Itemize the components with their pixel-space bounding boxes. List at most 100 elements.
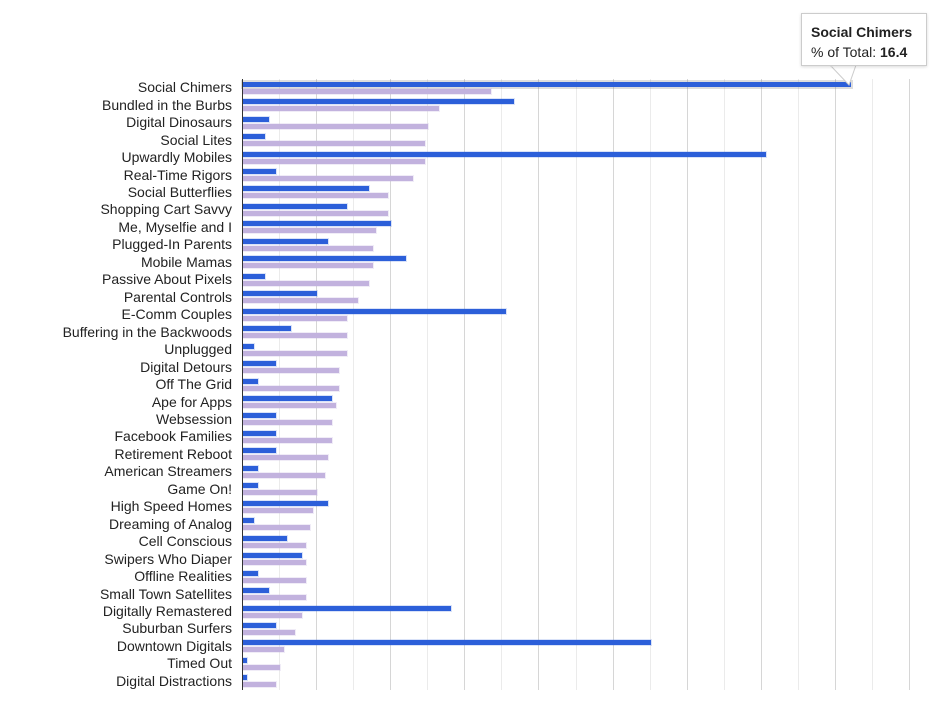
- category-label: Off The Grid: [155, 376, 232, 392]
- bar-comparison[interactable]: [243, 246, 373, 251]
- category-label: Mobile Mamas: [140, 254, 232, 270]
- bar-percent-of-total[interactable]: [243, 640, 651, 645]
- bar-percent-of-total[interactable]: [243, 326, 291, 331]
- bar-percent-of-total[interactable]: [243, 169, 276, 174]
- bar-comparison[interactable]: [243, 368, 339, 373]
- bar-comparison[interactable]: [243, 630, 295, 635]
- category-label: Suburban Surfers: [122, 620, 232, 636]
- bar-percent-of-total[interactable]: [243, 221, 391, 226]
- bar-comparison[interactable]: [243, 508, 313, 513]
- category-label: Retirement Reboot: [114, 446, 232, 462]
- bar-comparison[interactable]: [243, 89, 491, 94]
- bar-percent-of-total[interactable]: [243, 99, 514, 104]
- bar-comparison[interactable]: [243, 420, 332, 425]
- bar-comparison[interactable]: [243, 106, 439, 111]
- gridline: [835, 79, 836, 690]
- category-label: Cell Conscious: [138, 533, 232, 549]
- bar-comparison[interactable]: [243, 490, 317, 495]
- gridline: [724, 79, 725, 690]
- bar-percent-of-total[interactable]: [243, 204, 347, 209]
- bar-comparison[interactable]: [243, 665, 280, 670]
- bar-percent-of-total[interactable]: [243, 256, 406, 261]
- bar-comparison[interactable]: [243, 316, 347, 321]
- tooltip-value: 16.4: [880, 44, 908, 60]
- bar-comparison[interactable]: [243, 193, 388, 198]
- bar-percent-of-total[interactable]: [243, 623, 276, 628]
- bar-percent-of-total[interactable]: [243, 152, 766, 157]
- bar-percent-of-total[interactable]: [243, 536, 287, 541]
- bar-percent-of-total[interactable]: [243, 466, 258, 471]
- category-label: Social Lites: [160, 132, 232, 148]
- category-label: Small Town Satellites: [99, 586, 232, 602]
- bar-comparison[interactable]: [243, 525, 310, 530]
- bar-comparison[interactable]: [243, 298, 358, 303]
- bar-percent-of-total[interactable]: [243, 518, 254, 523]
- category-axis-line: [242, 79, 243, 690]
- tooltip-title: Social Chimers: [811, 24, 913, 40]
- bar-percent-of-total[interactable]: [243, 134, 265, 139]
- gridline: [464, 79, 465, 690]
- bar-comparison[interactable]: [243, 263, 373, 268]
- bar-comparison[interactable]: [243, 560, 306, 565]
- bar-percent-of-total[interactable]: [243, 658, 247, 663]
- bar-percent-of-total[interactable]: [243, 483, 258, 488]
- bar-percent-of-total[interactable]: [243, 501, 328, 506]
- bar-comparison[interactable]: [243, 159, 425, 164]
- bar-comparison[interactable]: [243, 141, 425, 146]
- bar-comparison[interactable]: [243, 211, 388, 216]
- bar-percent-of-total[interactable]: [243, 239, 328, 244]
- bar-comparison[interactable]: [243, 438, 332, 443]
- category-label: High Speed Homes: [110, 498, 232, 514]
- bar-comparison[interactable]: [243, 124, 428, 129]
- bar-percent-of-total[interactable]: [243, 588, 269, 593]
- bar-percent-of-total[interactable]: [243, 291, 317, 296]
- bar-percent-of-total[interactable]: [243, 274, 265, 279]
- gridline: [316, 79, 317, 690]
- bar-percent-of-total[interactable]: [243, 379, 258, 384]
- bar-comparison[interactable]: [243, 281, 369, 286]
- category-label: Shopping Cart Savvy: [100, 201, 232, 217]
- category-label: Timed Out: [167, 655, 232, 671]
- bar-percent-of-total[interactable]: [243, 606, 451, 611]
- bar-percent-of-total[interactable]: [243, 117, 269, 122]
- bar-comparison[interactable]: [243, 333, 347, 338]
- bar-percent-of-total[interactable]: [243, 675, 247, 680]
- bar-comparison[interactable]: [243, 578, 306, 583]
- gridline: [687, 79, 688, 690]
- category-label: Websession: [155, 411, 232, 427]
- bar-comparison[interactable]: [243, 228, 376, 233]
- bar-percent-of-total[interactable]: [243, 344, 254, 349]
- category-label: Parental Controls: [123, 289, 232, 305]
- gridline: [613, 79, 614, 690]
- bar-percent-of-total[interactable]: [243, 396, 332, 401]
- bar-comparison[interactable]: [243, 351, 347, 356]
- bar-percent-of-total[interactable]: [243, 82, 851, 87]
- bar-percent-of-total[interactable]: [243, 413, 276, 418]
- bar-comparison[interactable]: [243, 543, 306, 548]
- bar-percent-of-total[interactable]: [243, 186, 369, 191]
- bar-comparison[interactable]: [243, 595, 306, 600]
- gridline: [353, 79, 354, 690]
- bar-percent-of-total[interactable]: [243, 571, 258, 576]
- bar-comparison[interactable]: [243, 403, 336, 408]
- bar-comparison[interactable]: [243, 473, 325, 478]
- bar-percent-of-total[interactable]: [243, 361, 276, 366]
- bar-comparison[interactable]: [243, 455, 328, 460]
- bar-comparison[interactable]: [243, 386, 339, 391]
- category-label: Buffering in the Backwoods: [62, 324, 232, 340]
- bar-comparison[interactable]: [243, 647, 284, 652]
- bar-percent-of-total[interactable]: [243, 431, 276, 436]
- gridline: [761, 79, 762, 690]
- gridline: [501, 79, 502, 690]
- tooltip-label: % of Total:: [811, 44, 881, 60]
- gridline: [538, 79, 539, 690]
- bar-comparison[interactable]: [243, 176, 413, 181]
- bar-percent-of-total[interactable]: [243, 553, 302, 558]
- bar-percent-of-total[interactable]: [243, 309, 506, 314]
- category-label: Me, Myselfie and I: [118, 219, 232, 235]
- bar-comparison[interactable]: [243, 613, 302, 618]
- category-label: Upwardly Mobiles: [121, 149, 232, 165]
- bar-percent-of-total[interactable]: [243, 448, 276, 453]
- bar-comparison[interactable]: [243, 682, 276, 687]
- gridline: [909, 79, 910, 690]
